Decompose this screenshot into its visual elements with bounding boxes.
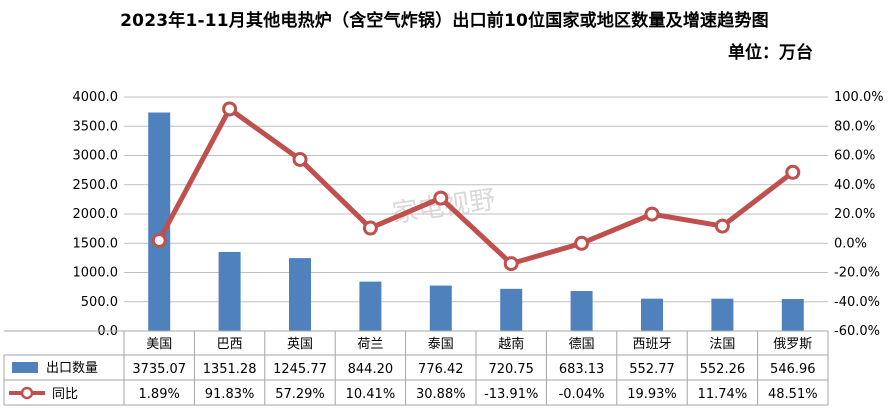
category-label: 荷兰 bbox=[357, 337, 383, 352]
line-marker bbox=[574, 235, 590, 251]
table-cell-value: -0.04% bbox=[559, 387, 605, 402]
bar bbox=[289, 258, 311, 331]
bar bbox=[641, 298, 663, 331]
left-tick-label: 1000.0 bbox=[73, 266, 119, 281]
left-tick-label: 1500.0 bbox=[73, 236, 119, 251]
left-axis-ticks: 4000.0 3500.0 3000.0 2500.0 2000.0 1500.0 1000… bbox=[73, 90, 119, 339]
chart-title: 2023年1-11月其他电热炉（含空气炸锅）出口前10位国家或地区数量及增速趋势… bbox=[120, 11, 769, 31]
bar bbox=[359, 281, 382, 331]
category-label: 美国 bbox=[146, 337, 172, 352]
right-tick-label: 80.0% bbox=[834, 119, 875, 134]
table-cell-value: 11.74% bbox=[698, 387, 748, 402]
table-cell-value: 1351.28 bbox=[203, 362, 257, 377]
right-tick-label: 0.0% bbox=[834, 236, 867, 251]
table-cell-value: 57.29% bbox=[275, 387, 325, 402]
bar bbox=[500, 288, 523, 331]
table-cell-value: 30.88% bbox=[416, 387, 466, 402]
legend-label: 同比 bbox=[52, 387, 78, 402]
line-marker bbox=[644, 206, 660, 222]
category-label: 越南 bbox=[498, 336, 524, 352]
unit-label: 单位：万台 bbox=[728, 43, 813, 63]
table-cell-value: 10.41% bbox=[346, 387, 396, 402]
left-tick-label: 4000.0 bbox=[73, 90, 119, 105]
category-label: 巴西 bbox=[217, 337, 243, 352]
table-cell-value: 19.93% bbox=[627, 387, 677, 402]
bar bbox=[429, 285, 452, 331]
table-cell-value: 546.96 bbox=[770, 362, 816, 377]
line-marker bbox=[292, 151, 308, 167]
legend-key-marker bbox=[20, 386, 34, 400]
left-tick-label: 500.0 bbox=[81, 295, 118, 310]
bar bbox=[218, 251, 241, 331]
line-marker bbox=[433, 190, 449, 206]
table-cell-value: -13.91% bbox=[484, 387, 538, 402]
category-label: 泰国 bbox=[428, 337, 454, 352]
table-cell-value: 552.77 bbox=[629, 362, 675, 377]
bar bbox=[711, 298, 734, 331]
bar bbox=[781, 299, 804, 331]
line-series bbox=[151, 101, 801, 272]
right-tick-label: -20.0% bbox=[834, 266, 880, 281]
right-tick-label: -60.0% bbox=[834, 324, 880, 339]
yoy-line bbox=[156, 106, 795, 267]
category-label: 法国 bbox=[709, 337, 735, 352]
table-cell-value: 48.51% bbox=[768, 387, 818, 402]
right-tick-label: -40.0% bbox=[834, 295, 880, 310]
category-label: 德国 bbox=[569, 337, 595, 352]
table-cell-value: 1245.77 bbox=[273, 362, 327, 377]
table-cell-value: 91.83% bbox=[205, 387, 255, 402]
table-cell-value: 776.42 bbox=[418, 362, 464, 377]
line-marker bbox=[714, 218, 730, 234]
left-tick-label: 3500.0 bbox=[73, 119, 119, 134]
line-marker bbox=[222, 101, 238, 117]
right-tick-label: 40.0% bbox=[834, 178, 875, 193]
left-tick-label: 2000.0 bbox=[73, 207, 119, 222]
table-cell-value: 720.75 bbox=[488, 362, 534, 377]
line-marker bbox=[362, 220, 378, 236]
right-tick-label: 100.0% bbox=[834, 90, 884, 105]
table-cell-value: 844.20 bbox=[348, 362, 394, 377]
category-label: 俄罗斯 bbox=[773, 337, 812, 352]
right-tick-label: 60.0% bbox=[834, 149, 875, 164]
right-tick-label: 20.0% bbox=[834, 207, 875, 222]
left-tick-label: 2500.0 bbox=[73, 178, 119, 193]
bar bbox=[148, 112, 171, 331]
table-cell-value: 683.13 bbox=[559, 362, 605, 377]
category-label: 西班牙 bbox=[632, 337, 671, 352]
legend-label: 出口数量 bbox=[46, 361, 98, 376]
bar bbox=[570, 291, 593, 331]
gridlines bbox=[124, 96, 828, 303]
legend-key-bar bbox=[12, 362, 38, 373]
left-tick-label: 3000.0 bbox=[73, 149, 119, 164]
right-axis-ticks: 100.0% 80.0% 60.0% 40.0% 20.0% 0.0% -20.0% -40.… bbox=[834, 90, 884, 339]
table-cell-value: 1.89% bbox=[139, 387, 180, 402]
line-marker bbox=[151, 232, 167, 248]
table-cell-value: 552.26 bbox=[700, 362, 746, 377]
line-marker bbox=[785, 164, 801, 180]
line-marker bbox=[503, 256, 519, 272]
category-label: 英国 bbox=[287, 337, 313, 352]
bar-series bbox=[148, 112, 804, 331]
table-cell-value: 3735.07 bbox=[132, 362, 186, 377]
